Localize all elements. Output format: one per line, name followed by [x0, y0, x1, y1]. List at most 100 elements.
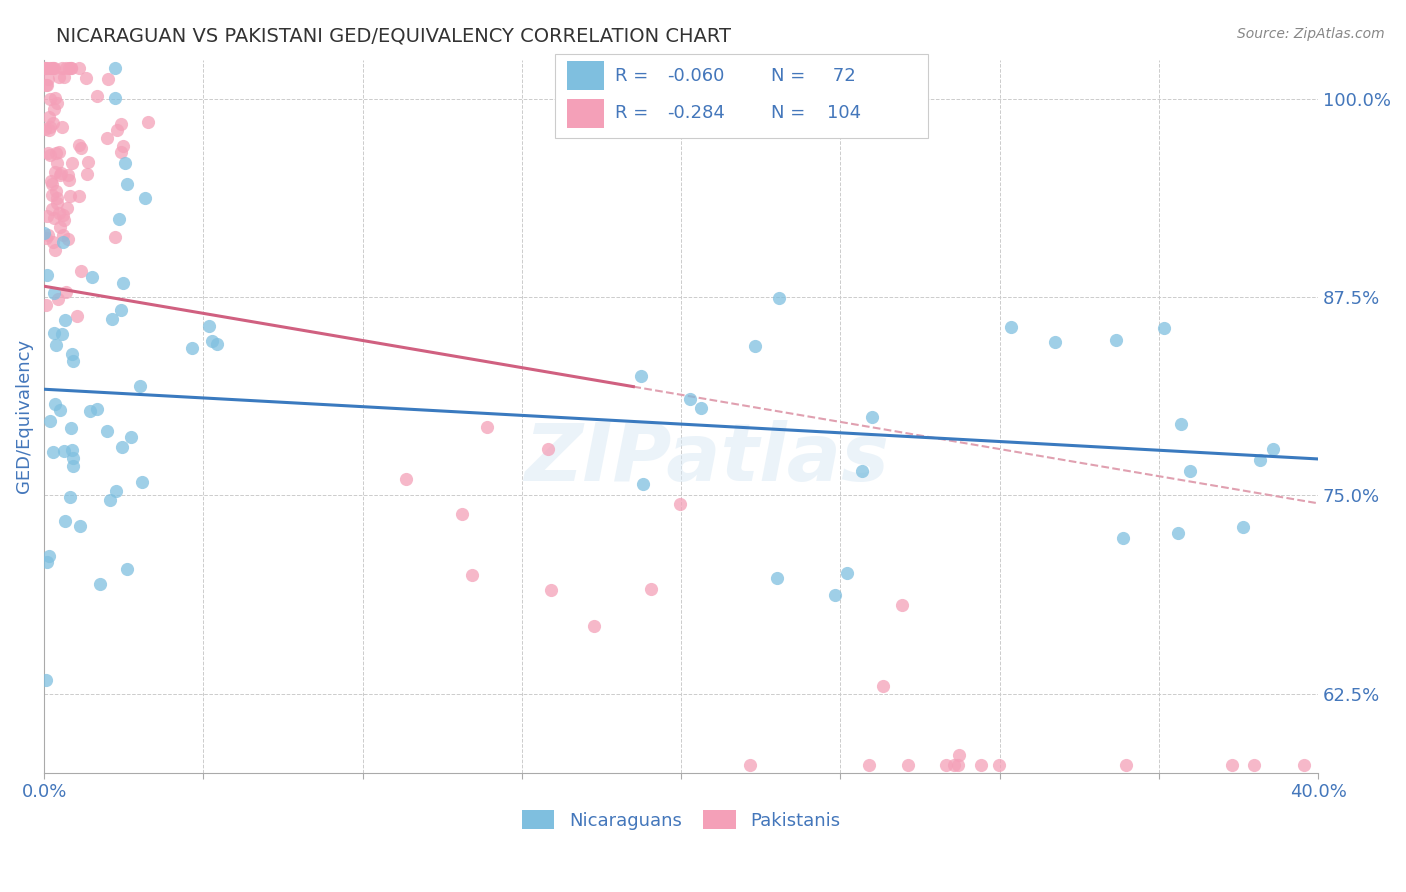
- Point: [41, 202, 63, 216]
- Point: [35, 78, 58, 92]
- Point: [669, 497, 692, 511]
- Point: [76, 167, 98, 181]
- Point: [207, 337, 229, 351]
- Point: [79, 403, 101, 417]
- Point: [37, 227, 59, 242]
- Point: [67, 189, 90, 203]
- Point: [48, 70, 70, 85]
- Point: [44, 91, 66, 105]
- Text: NICARAGUAN VS PAKISTANI GED/EQUIVALENCY CORRELATION CHART: NICARAGUAN VS PAKISTANI GED/EQUIVALENCY …: [56, 27, 731, 45]
- Point: [46, 96, 69, 111]
- Point: [62, 353, 84, 368]
- Bar: [567, 62, 603, 90]
- Point: [1178, 464, 1201, 478]
- Point: [946, 757, 969, 772]
- Point: [540, 583, 562, 598]
- Point: [48, 206, 70, 220]
- Point: [56, 232, 79, 246]
- Point: [117, 562, 139, 576]
- Point: [53, 213, 76, 227]
- Point: [56, 168, 79, 182]
- Point: [69, 519, 91, 533]
- Point: [67, 137, 90, 152]
- Point: [35, 297, 58, 311]
- Text: R =: R =: [614, 67, 654, 85]
- Point: [52, 70, 75, 84]
- Point: [46, 156, 69, 170]
- Point: [107, 212, 129, 227]
- Point: [38, 92, 60, 106]
- Point: [1170, 417, 1192, 432]
- Point: [96, 424, 118, 438]
- Point: [1115, 757, 1137, 772]
- Text: Source: ZipAtlas.com: Source: ZipAtlas.com: [1237, 27, 1385, 41]
- Point: [48, 220, 70, 235]
- Point: [41, 177, 63, 191]
- Point: [1261, 442, 1284, 457]
- Point: [134, 191, 156, 205]
- Point: [46, 196, 69, 211]
- Point: [44, 326, 66, 341]
- Point: [120, 429, 142, 443]
- Point: [60, 61, 83, 75]
- Point: [60, 156, 83, 170]
- Point: [86, 402, 108, 417]
- Text: 104: 104: [827, 103, 862, 122]
- Point: [1105, 333, 1128, 347]
- Point: [35, 78, 58, 92]
- Point: [34, 226, 56, 240]
- Point: [475, 419, 498, 434]
- Point: [690, 401, 713, 415]
- Point: [34, 121, 56, 136]
- Point: [943, 757, 966, 772]
- Point: [89, 577, 111, 591]
- Point: [450, 507, 472, 521]
- Text: N =: N =: [772, 67, 811, 85]
- Point: [679, 392, 702, 406]
- Point: [55, 201, 77, 215]
- Point: [768, 291, 790, 305]
- Point: [49, 168, 72, 182]
- Point: [395, 471, 418, 485]
- Point: [48, 292, 70, 306]
- Point: [969, 757, 991, 772]
- Point: [766, 571, 789, 585]
- Point: [1000, 320, 1022, 334]
- Point: [461, 568, 484, 582]
- Point: [35, 209, 58, 223]
- Point: [131, 475, 153, 490]
- Point: [38, 123, 60, 137]
- Text: -0.284: -0.284: [668, 103, 725, 122]
- Point: [44, 61, 66, 75]
- Point: [69, 141, 91, 155]
- Point: [100, 311, 122, 326]
- Point: [35, 268, 58, 282]
- Point: [34, 61, 56, 75]
- Y-axis label: GED/Equivalency: GED/Equivalency: [15, 339, 32, 493]
- Point: [77, 155, 100, 169]
- Point: [37, 72, 59, 87]
- Point: [948, 747, 970, 762]
- Point: [42, 285, 65, 300]
- Point: [860, 410, 883, 425]
- Point: [1045, 334, 1067, 349]
- Point: [62, 451, 84, 466]
- Point: [53, 514, 76, 528]
- Point: [59, 490, 82, 504]
- Point: [851, 464, 873, 478]
- Point: [39, 120, 62, 135]
- Point: [44, 397, 66, 411]
- Point: [630, 368, 652, 383]
- Point: [75, 70, 97, 85]
- Point: [740, 757, 762, 772]
- Point: [1167, 525, 1189, 540]
- Text: 72: 72: [827, 67, 856, 85]
- Point: [51, 326, 73, 341]
- Point: [39, 414, 62, 428]
- Point: [112, 139, 135, 153]
- Point: [53, 313, 76, 327]
- Point: [1243, 757, 1265, 772]
- Point: [60, 61, 83, 75]
- Point: [67, 61, 90, 75]
- Point: [39, 61, 62, 75]
